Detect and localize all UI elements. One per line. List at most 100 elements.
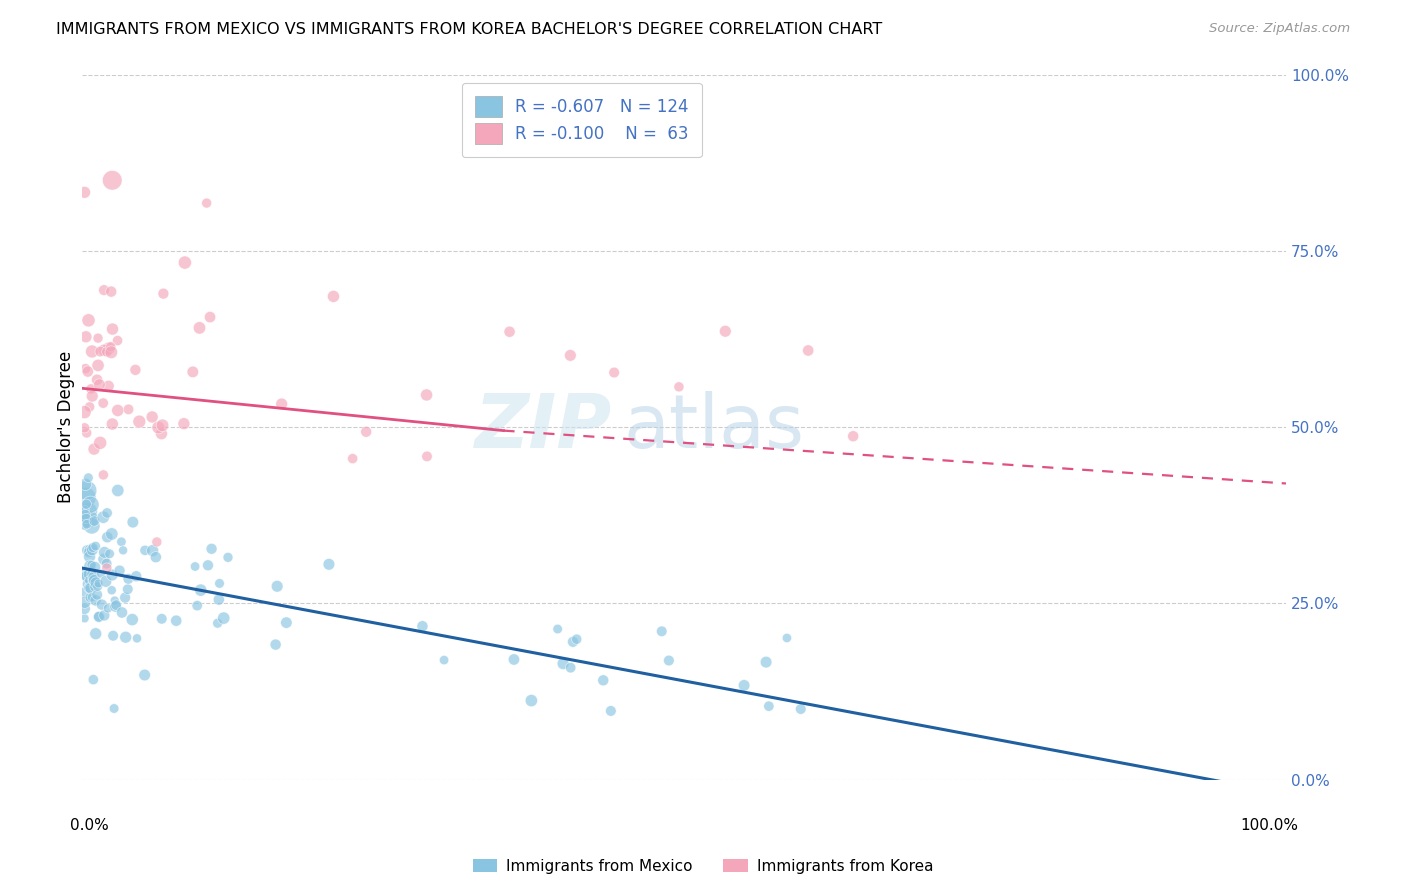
- Point: [101, 568, 124, 582]
- Point: [83, 574, 105, 588]
- Point: [190, 583, 212, 598]
- Point: [125, 569, 148, 583]
- Point: [264, 638, 287, 652]
- Point: [208, 592, 231, 607]
- Point: [270, 397, 292, 411]
- Point: [790, 702, 813, 716]
- Point: [73, 595, 96, 609]
- Text: 0.0%: 0.0%: [70, 818, 108, 833]
- Point: [98, 547, 121, 561]
- Point: [84, 593, 107, 607]
- Legend: R = -0.607   N = 124, R = -0.100    N =  63: R = -0.607 N = 124, R = -0.100 N = 63: [461, 83, 702, 157]
- Point: [86, 579, 108, 593]
- Point: [181, 365, 204, 379]
- Point: [77, 542, 100, 557]
- Point: [842, 429, 865, 443]
- Point: [111, 606, 134, 620]
- Point: [150, 612, 173, 626]
- Point: [599, 704, 621, 718]
- Point: [551, 657, 574, 671]
- Point: [322, 289, 344, 303]
- Point: [93, 467, 115, 482]
- Point: [184, 559, 207, 574]
- Point: [80, 382, 103, 396]
- Point: [124, 363, 146, 377]
- Point: [77, 567, 100, 582]
- Point: [75, 511, 97, 525]
- Point: [117, 572, 139, 586]
- Text: ZIP: ZIP: [475, 391, 612, 464]
- Point: [86, 373, 108, 387]
- Point: [197, 558, 219, 573]
- Point: [79, 498, 101, 512]
- Point: [79, 400, 101, 414]
- Point: [668, 380, 690, 394]
- Point: [318, 558, 340, 572]
- Point: [411, 619, 433, 633]
- Point: [96, 506, 118, 520]
- Point: [266, 579, 288, 593]
- Point: [561, 635, 583, 649]
- Point: [84, 575, 107, 590]
- Point: [212, 611, 235, 625]
- Point: [146, 535, 169, 549]
- Point: [89, 377, 111, 392]
- Text: 100.0%: 100.0%: [1240, 818, 1298, 833]
- Point: [80, 344, 103, 359]
- Point: [80, 558, 103, 572]
- Point: [134, 543, 156, 558]
- Point: [76, 517, 98, 532]
- Point: [84, 580, 107, 594]
- Point: [125, 632, 148, 646]
- Point: [200, 541, 222, 556]
- Point: [107, 334, 129, 348]
- Point: [79, 559, 101, 574]
- Point: [75, 491, 97, 505]
- Point: [195, 196, 218, 211]
- Point: [520, 693, 543, 707]
- Point: [87, 359, 110, 373]
- Point: [121, 613, 143, 627]
- Point: [97, 379, 120, 393]
- Point: [80, 567, 103, 582]
- Point: [82, 543, 104, 558]
- Point: [76, 483, 98, 498]
- Point: [96, 557, 118, 571]
- Point: [603, 366, 626, 380]
- Point: [148, 420, 170, 434]
- Point: [73, 421, 96, 435]
- Point: [186, 599, 208, 613]
- Point: [198, 310, 221, 325]
- Point: [592, 673, 614, 688]
- Point: [84, 539, 107, 553]
- Point: [173, 417, 195, 431]
- Point: [152, 286, 174, 301]
- Point: [104, 599, 127, 614]
- Point: [75, 497, 97, 511]
- Text: IMMIGRANTS FROM MEXICO VS IMMIGRANTS FROM KOREA BACHELOR'S DEGREE CORRELATION CH: IMMIGRANTS FROM MEXICO VS IMMIGRANTS FRO…: [56, 22, 883, 37]
- Point: [112, 543, 135, 558]
- Point: [152, 418, 174, 433]
- Point: [416, 450, 439, 464]
- Point: [82, 673, 104, 687]
- Point: [79, 591, 101, 605]
- Point: [87, 576, 110, 591]
- Point: [188, 321, 211, 335]
- Point: [103, 701, 125, 715]
- Point: [75, 477, 97, 491]
- Point: [758, 699, 780, 714]
- Point: [87, 331, 110, 345]
- Point: [276, 615, 298, 630]
- Point: [560, 348, 582, 362]
- Point: [104, 593, 127, 607]
- Point: [79, 574, 101, 588]
- Point: [141, 409, 163, 424]
- Point: [503, 652, 526, 666]
- Point: [100, 345, 122, 359]
- Point: [96, 561, 118, 575]
- Point: [91, 510, 114, 524]
- Point: [776, 631, 799, 645]
- Point: [93, 552, 115, 566]
- Text: Source: ZipAtlas.com: Source: ZipAtlas.com: [1209, 22, 1350, 36]
- Point: [77, 505, 100, 519]
